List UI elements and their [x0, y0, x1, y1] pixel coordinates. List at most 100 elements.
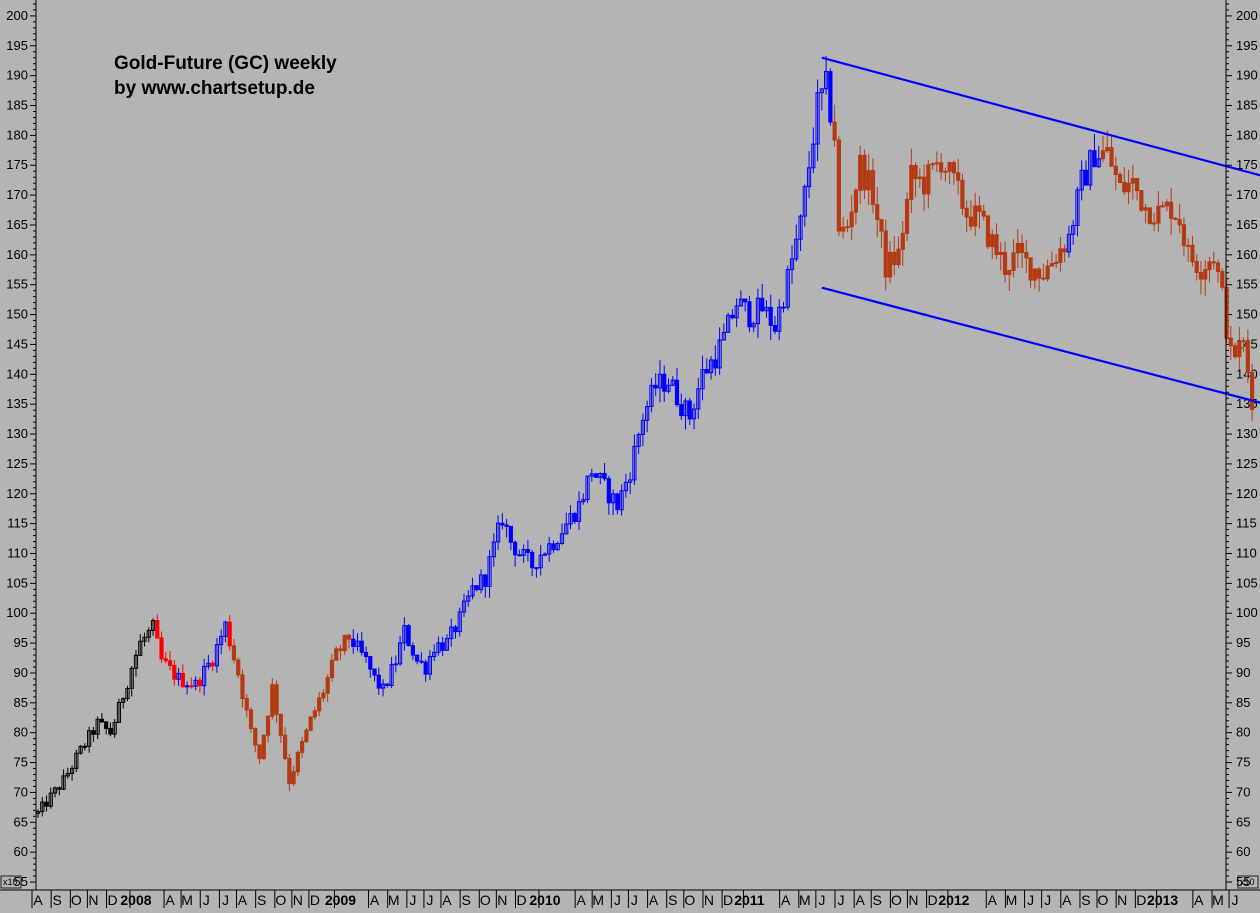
x-tick-label: S — [668, 892, 677, 908]
candle-body — [1041, 277, 1046, 280]
x-tick-label: M — [592, 892, 604, 908]
y-tick-label: 95 — [14, 635, 28, 650]
y-tick-label: 75 — [1236, 755, 1250, 770]
x-tick-label: A — [165, 892, 175, 908]
candle-body — [478, 574, 484, 591]
candle-body — [990, 234, 995, 248]
candle-body — [781, 306, 786, 309]
y-tick-label: 115 — [7, 516, 28, 531]
candle-body — [1032, 268, 1037, 281]
candle-body — [432, 651, 437, 658]
x-tick-label: S — [461, 892, 470, 908]
candle-body — [824, 70, 829, 90]
candle-body — [457, 611, 462, 633]
candle-body — [99, 718, 105, 723]
candle-body — [1220, 271, 1225, 288]
candle-body — [1100, 150, 1106, 160]
y-tick-label: 105 — [1236, 575, 1258, 590]
candle-body — [1007, 269, 1012, 275]
x-tick-label: J — [1044, 892, 1051, 908]
candle-body — [777, 306, 782, 332]
candle-body — [142, 636, 147, 642]
candle-body — [789, 258, 795, 270]
y-tick-label: 185 — [6, 98, 28, 113]
candle-body — [65, 772, 70, 777]
candle-body — [495, 522, 501, 543]
candle-body — [696, 388, 701, 410]
candle-body — [206, 662, 211, 667]
candle-body — [1122, 181, 1127, 193]
x-tick-label: A — [576, 892, 586, 908]
candle-body — [419, 660, 424, 663]
candle-body — [1130, 178, 1135, 184]
candle-body — [832, 121, 837, 141]
x-tick-label: O — [275, 892, 286, 908]
candle-body — [108, 727, 113, 735]
candle-body — [636, 434, 641, 447]
x-tick-label: D — [928, 892, 938, 908]
candle-body — [1186, 244, 1191, 247]
x-tick-label: S — [1081, 892, 1090, 908]
y-tick-label: 175 — [6, 157, 28, 172]
candle-body — [1113, 165, 1118, 176]
candle-body — [317, 697, 322, 712]
candle-body — [176, 672, 181, 680]
candle-body — [913, 164, 918, 180]
candle-body — [619, 490, 624, 511]
candle-body — [1232, 345, 1238, 358]
candle-body — [189, 685, 194, 688]
candle-body — [934, 162, 939, 165]
candle-body — [968, 216, 974, 227]
y-tick-label: 190 — [1236, 68, 1258, 83]
candle-body — [1173, 217, 1178, 221]
candle-body — [841, 226, 846, 232]
candle-body — [1198, 272, 1204, 280]
candle-body — [708, 359, 714, 374]
candle-body — [581, 499, 586, 503]
candle-body — [662, 373, 667, 392]
candle-body — [389, 664, 394, 686]
x-tick-label: A — [33, 892, 43, 908]
candle-body — [802, 186, 807, 217]
candle-body — [312, 710, 317, 718]
candle-body — [1083, 169, 1089, 186]
candle-body — [960, 179, 965, 209]
candle-body — [146, 629, 151, 638]
candle-body — [346, 634, 352, 640]
candle-body — [568, 513, 573, 525]
candle-body — [930, 163, 935, 166]
y-tick-label: 170 — [6, 187, 28, 202]
candle-body — [645, 406, 650, 421]
candle-body — [180, 672, 185, 688]
x-tick-label: D — [310, 892, 320, 908]
y-tick-label: 160 — [1236, 247, 1258, 262]
y-tick-label: 60 — [14, 844, 28, 859]
x-tick-label: 2009 — [325, 892, 356, 908]
y-tick-label: 100 — [1236, 605, 1258, 620]
candle-body — [657, 373, 663, 389]
y-multiplier-left: x10 — [3, 877, 18, 887]
candle-body — [525, 548, 530, 553]
candle-body — [1160, 205, 1165, 208]
candle-body — [133, 654, 139, 669]
candle-body — [513, 541, 518, 556]
x-tick-label: A — [442, 892, 452, 908]
candle-body — [691, 408, 697, 420]
y-tick-label: 155 — [6, 277, 28, 292]
candle-body — [973, 205, 978, 227]
candle-body — [1015, 242, 1020, 254]
y-tick-label: 190 — [6, 68, 28, 83]
candle-body — [466, 595, 471, 602]
candle-body — [1224, 286, 1229, 339]
x-tick-label: D — [107, 892, 117, 908]
candle-body — [849, 211, 854, 228]
candle-body — [674, 379, 680, 406]
candle-body — [470, 585, 475, 597]
candle-body — [125, 687, 130, 700]
candle-body — [866, 170, 871, 191]
y-tick-label: 185 — [1236, 98, 1258, 113]
candle-body — [1109, 146, 1114, 167]
candle-body — [559, 533, 565, 545]
candle-body — [576, 501, 582, 522]
candle-body — [291, 771, 296, 785]
